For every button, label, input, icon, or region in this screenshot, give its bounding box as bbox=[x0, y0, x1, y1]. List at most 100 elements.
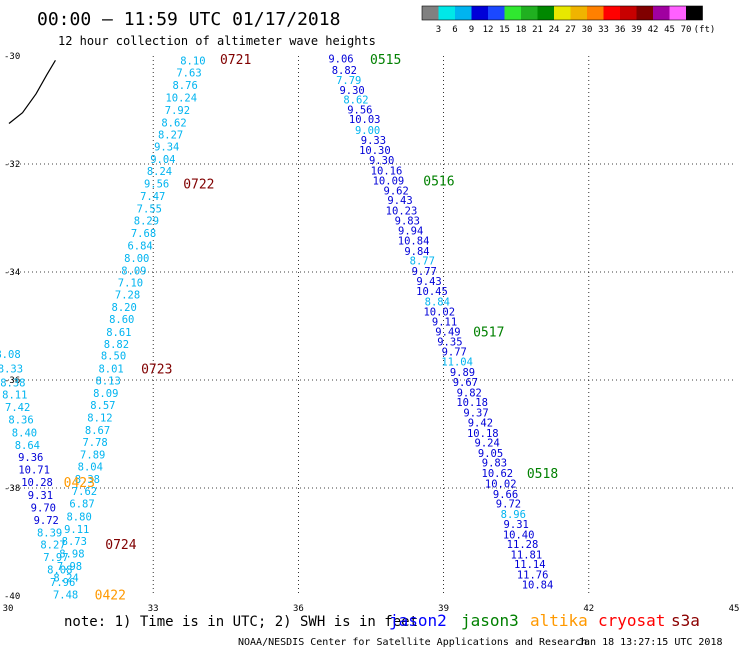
data-point: 8.33 bbox=[0, 364, 23, 376]
time-label: 0423 bbox=[64, 476, 95, 491]
data-point: 7.10 bbox=[118, 277, 143, 289]
x-tick-label: 39 bbox=[438, 604, 449, 614]
colorbar-swatch bbox=[669, 6, 686, 20]
coastline bbox=[8, 60, 56, 124]
colorbar-swatch bbox=[471, 6, 488, 20]
colorbar-label: 33 bbox=[598, 25, 609, 35]
legend-entry-jason2: jason2 bbox=[389, 611, 447, 630]
colorbar-label: 39 bbox=[631, 25, 642, 35]
data-point: 10.03 bbox=[349, 114, 381, 126]
data-point: 9.77 bbox=[442, 346, 467, 358]
data-point: 9.83 bbox=[482, 458, 507, 470]
data-point: 10.84 bbox=[522, 580, 554, 592]
data-point: 7.89 bbox=[80, 450, 105, 462]
data-point: 10.84 bbox=[398, 236, 430, 248]
data-point: 7.55 bbox=[137, 203, 162, 215]
colorbar-swatch bbox=[570, 6, 587, 20]
data-point: 8.80 bbox=[66, 512, 91, 524]
data-point: 8.13 bbox=[96, 376, 121, 388]
data-point: 9.11 bbox=[432, 317, 457, 329]
data-point: 9.11 bbox=[64, 524, 89, 536]
data-point: 8.08 bbox=[0, 349, 21, 361]
data-point: 9.70 bbox=[31, 502, 56, 514]
colorbar-label: 45 bbox=[664, 25, 675, 35]
data-point: 9.35 bbox=[437, 337, 462, 349]
plot-grid bbox=[8, 56, 734, 596]
data-point: 9.83 bbox=[395, 216, 420, 228]
data-point: 10.18 bbox=[456, 397, 488, 409]
data-point: 7.48 bbox=[53, 589, 78, 601]
colorbar-label: 36 bbox=[615, 25, 626, 35]
data-point: 8.57 bbox=[90, 400, 115, 412]
data-point: 7.92 bbox=[165, 105, 190, 117]
data-point: 9.30 bbox=[369, 155, 394, 167]
data-point: 10.16 bbox=[371, 165, 403, 177]
x-tick-label: 42 bbox=[583, 604, 594, 614]
data-point: 10.09 bbox=[373, 176, 405, 188]
data-point: 7.28 bbox=[115, 290, 140, 302]
data-point: 8.29 bbox=[134, 216, 159, 228]
data-point: 8.39 bbox=[37, 527, 62, 539]
data-point: 9.66 bbox=[493, 489, 518, 501]
colorbar-swatch bbox=[521, 6, 538, 20]
data-point: 9.37 bbox=[463, 407, 488, 419]
colorbar-label: 24 bbox=[549, 25, 560, 35]
chart-title: 00:00 – 11:59 UTC 01/17/2018 bbox=[37, 9, 340, 30]
satellite-legend: jason2 jason3 altika cryosat s3a bbox=[389, 611, 700, 630]
data-point: 8.62 bbox=[161, 117, 186, 129]
data-point: 9.34 bbox=[154, 142, 179, 154]
y-tick-label: -30 bbox=[4, 52, 20, 62]
data-point: 8.09 bbox=[93, 388, 118, 400]
y-tick-label: -36 bbox=[4, 376, 20, 386]
colorbar-swatch bbox=[653, 6, 670, 20]
data-point: 8.09 bbox=[121, 265, 146, 277]
data-point: 7.63 bbox=[176, 68, 201, 80]
colorbar-swatch bbox=[537, 6, 554, 20]
legend-entry-cryosat: cryosat bbox=[598, 611, 665, 630]
wave-height-points: 8.107.638.7610.247.928.628.279.349.048.2… bbox=[0, 54, 553, 602]
colorbar-label: 70 bbox=[681, 25, 692, 35]
data-point: 9.89 bbox=[450, 367, 475, 379]
data-point: 9.72 bbox=[34, 515, 59, 527]
data-point: 9.33 bbox=[361, 135, 386, 147]
colorbar-swatch bbox=[620, 6, 637, 20]
data-point: 9.49 bbox=[435, 326, 460, 338]
data-point: 9.56 bbox=[144, 178, 169, 190]
time-label: 0516 bbox=[423, 175, 454, 190]
data-point: 8.12 bbox=[87, 412, 112, 424]
data-point: 9.04 bbox=[150, 154, 175, 166]
data-point: 11.14 bbox=[514, 559, 546, 571]
time-label: 0722 bbox=[183, 177, 214, 192]
data-point: 8.24 bbox=[53, 573, 78, 585]
y-tick-label: -34 bbox=[4, 268, 20, 278]
data-point: 11.04 bbox=[441, 357, 473, 369]
y-tick-label: -32 bbox=[4, 160, 20, 170]
data-point: 7.62 bbox=[72, 486, 97, 498]
data-point: 9.36 bbox=[18, 452, 43, 464]
data-point: 11.76 bbox=[517, 569, 549, 581]
data-point: 8.76 bbox=[172, 80, 197, 92]
data-point: 10.71 bbox=[18, 465, 50, 477]
data-point: 9.72 bbox=[496, 499, 521, 511]
data-point: 8.36 bbox=[8, 414, 33, 426]
time-label: 0721 bbox=[220, 53, 251, 68]
data-point: 10.30 bbox=[359, 145, 391, 157]
data-point: 10.02 bbox=[485, 479, 517, 491]
credit-text: NOAA/NESDIS Center for Satellite Applica… bbox=[238, 637, 587, 648]
data-point: 9.43 bbox=[387, 195, 412, 207]
time-label: 0517 bbox=[473, 325, 504, 340]
colorbar-swatch bbox=[603, 6, 620, 20]
colorbar-swatch bbox=[636, 6, 653, 20]
data-point: 11.28 bbox=[507, 539, 539, 551]
data-point: 8.20 bbox=[112, 302, 137, 314]
colorbar-swatch bbox=[422, 6, 439, 20]
data-point: 8.73 bbox=[62, 536, 87, 548]
data-point: 8.10 bbox=[180, 55, 205, 67]
time-label: 0724 bbox=[105, 538, 136, 553]
chart-subtitle: 12 hour collection of altimeter wave hei… bbox=[58, 34, 376, 48]
data-point: 8.61 bbox=[106, 327, 131, 339]
data-point: 8.27 bbox=[40, 540, 65, 552]
data-point: 9.62 bbox=[384, 185, 409, 197]
timestamp-text: Jan 18 13:27:15 UTC 2018 bbox=[578, 637, 723, 648]
